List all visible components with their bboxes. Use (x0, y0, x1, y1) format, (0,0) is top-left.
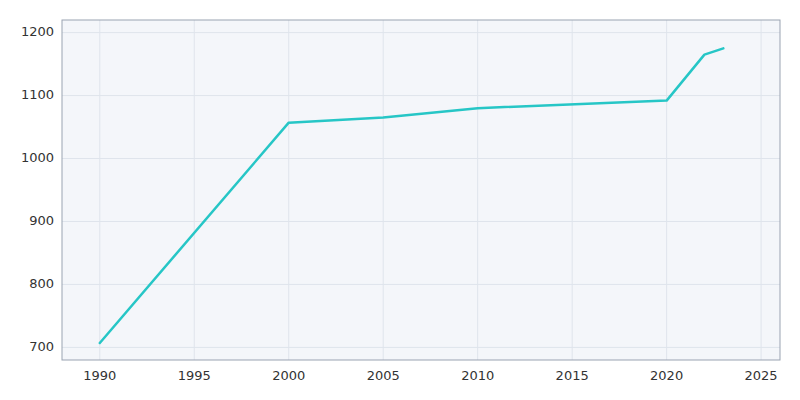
x-tick-label: 2020 (650, 368, 683, 383)
y-grid-line (62, 284, 780, 285)
x-grid-line (288, 20, 289, 360)
y-tick-label: 800 (29, 276, 54, 291)
x-tick-label: 1990 (83, 368, 116, 383)
y-grid-line (62, 221, 780, 222)
x-tick-label: 2015 (556, 368, 589, 383)
tick-labels: 1990 1995 2000 2005 2010 2015 2020 2025 700 800 90… (21, 24, 778, 383)
x-grid-line (99, 20, 100, 360)
data-group (100, 48, 724, 343)
x-tick-label: 2010 (461, 368, 494, 383)
x-grid-line (194, 20, 195, 360)
line (100, 48, 724, 343)
x-tick-label: 2000 (272, 368, 305, 383)
x-grid-line (761, 20, 762, 360)
grid (62, 20, 780, 360)
y-grid-line (62, 158, 780, 159)
y-grid-line (62, 347, 780, 348)
x-grid-line (666, 20, 667, 360)
y-tick-label: 900 (29, 213, 54, 228)
plot-frame (62, 20, 780, 360)
x-tick-label: 2005 (367, 368, 400, 383)
x-tick-label: 2025 (745, 368, 778, 383)
x-grid-line (383, 20, 384, 360)
y-tick-label: 1000 (21, 150, 54, 165)
chart-container: 1990 1995 2000 2005 2010 2015 2020 2025 700 800 90… (0, 0, 800, 400)
chart-svg: 1990 1995 2000 2005 2010 2015 2020 2025 700 800 90… (0, 0, 800, 400)
y-tick-label: 1200 (21, 24, 54, 39)
y-tick-label: 700 (29, 339, 54, 354)
plot-background (62, 20, 780, 360)
x-grid-line (477, 20, 478, 360)
x-grid-line (572, 20, 573, 360)
y-grid-line (62, 32, 780, 33)
x-tick-label: 1995 (178, 368, 211, 383)
y-tick-label: 1100 (21, 87, 54, 102)
